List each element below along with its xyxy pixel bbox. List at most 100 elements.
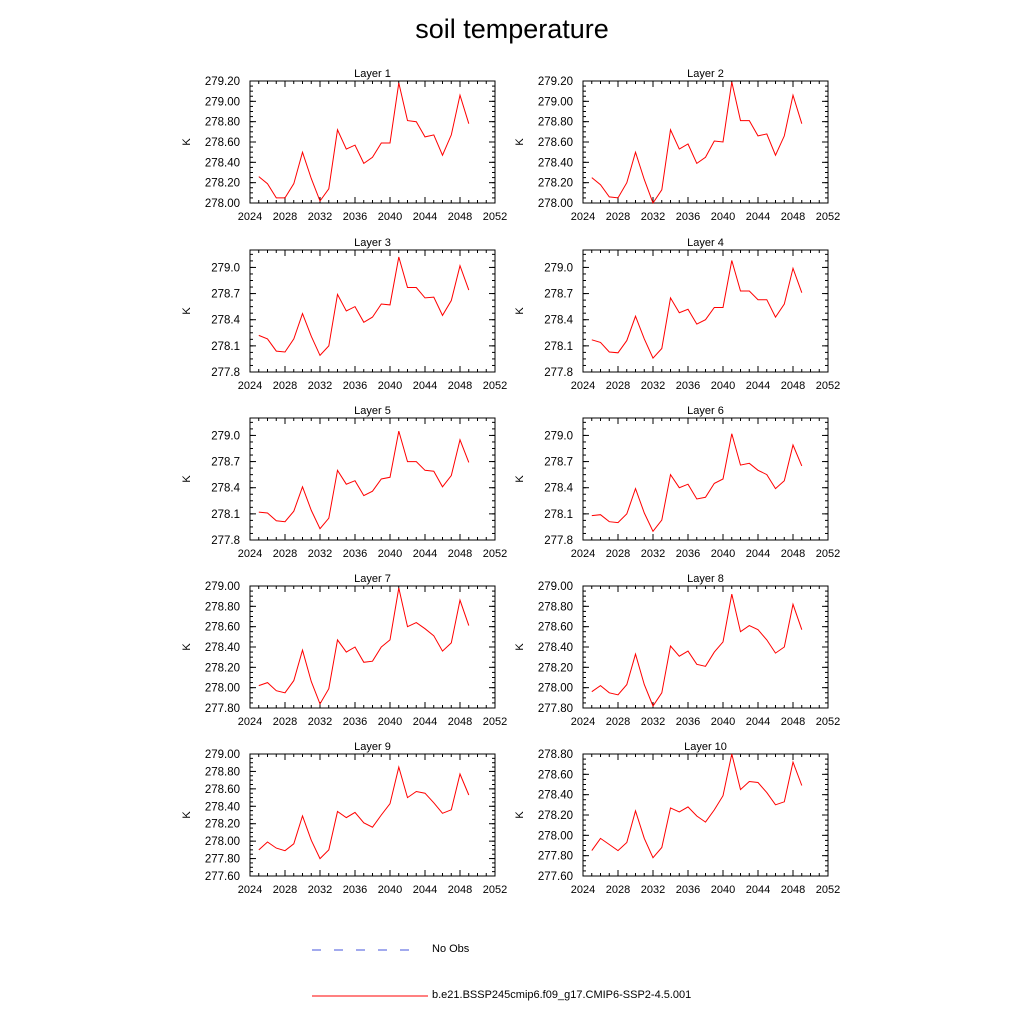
x-tick-label: 2044	[413, 716, 437, 728]
x-tick-label: 2044	[746, 211, 770, 223]
plot-frame	[582, 585, 829, 709]
y-tick-label: 278.40	[538, 642, 573, 654]
x-tick-label: 2044	[746, 548, 770, 560]
panel-5: Layer 5 K 2024 2028 2032 2036 2040 2044 2048 2052…	[181, 405, 507, 560]
x-tick-label: 2040	[378, 884, 402, 896]
x-tick-label: 2052	[483, 548, 507, 560]
y-tick-label: 277.8	[544, 535, 573, 547]
x-tick-label: 2028	[273, 380, 297, 392]
panel-10: Layer 10 K 2024 2028 2032 2036 2040 2044 2048 205…	[514, 741, 840, 896]
legend-label: b.e21.BSSP245cmip6.f09_g17.CMIP6-SSP2-4.…	[432, 989, 692, 1001]
y-axis-label: K	[514, 475, 526, 483]
y-tick-label: 278.80	[538, 117, 573, 129]
x-tick-label: 2032	[641, 548, 665, 560]
y-axis-label: K	[514, 307, 526, 315]
y-tick-label: 277.60	[538, 871, 573, 883]
y-axis-label: K	[181, 811, 193, 819]
panel-title: Layer 10	[684, 741, 727, 753]
y-tick-label: 279.00	[205, 749, 240, 761]
x-tick-label: 2032	[308, 884, 332, 896]
y-axis-label: K	[181, 138, 193, 146]
y-tick-label: 279.0	[211, 430, 240, 442]
y-tick-label: 277.80	[205, 854, 240, 866]
y-tick-label: 278.60	[538, 622, 573, 634]
plot-frame	[249, 249, 496, 373]
panel-6: Layer 6 K 2024 2028 2032 2036 2040 2044 2048 2052…	[514, 405, 840, 560]
y-tick-label: 277.8	[544, 367, 573, 379]
y-tick-label: 278.60	[205, 137, 240, 149]
y-tick-label: 278.1	[211, 341, 240, 353]
y-tick-label: 278.80	[205, 601, 240, 613]
y-tick-label: 278.40	[205, 642, 240, 654]
panel-4: Layer 4 K 2024 2028 2032 2036 2040 2044 2048 2052…	[514, 237, 840, 392]
x-tick-label: 2044	[413, 884, 437, 896]
y-axis-label: K	[181, 475, 193, 483]
x-tick-label: 2036	[676, 716, 700, 728]
x-tick-label: 2036	[676, 884, 700, 896]
panel-title: Layer 6	[687, 405, 724, 417]
x-tick-label: 2048	[448, 548, 472, 560]
x-tick-label: 2044	[746, 716, 770, 728]
x-tick-label: 2028	[273, 716, 297, 728]
series-line	[258, 256, 470, 357]
series-line	[591, 593, 803, 708]
y-axis-label: K	[514, 643, 526, 651]
series-line	[591, 81, 803, 205]
x-tick-label: 2052	[483, 380, 507, 392]
x-tick-label: 2028	[273, 548, 297, 560]
y-tick-label: 278.1	[211, 509, 240, 521]
x-tick-label: 2052	[483, 211, 507, 223]
x-tick-label: 2032	[641, 884, 665, 896]
y-axis-label: K	[181, 307, 193, 315]
x-tick-label: 2036	[676, 211, 700, 223]
panel-8: Layer 8 K 2024 2028 2032 2036 2040 2044 2048 2052…	[514, 573, 840, 728]
x-tick-label: 2048	[781, 548, 805, 560]
x-tick-label: 2024	[571, 884, 595, 896]
panel-9: Layer 9 K 2024 2028 2032 2036 2040 2044 2048 2052…	[181, 741, 507, 896]
y-tick-label: 278.1	[544, 509, 573, 521]
x-tick-label: 2040	[378, 211, 402, 223]
page-title: soil temperature	[415, 14, 609, 44]
panel-title: Layer 4	[687, 237, 724, 249]
x-tick-label: 2024	[238, 884, 262, 896]
y-tick-label: 278.40	[205, 157, 240, 169]
y-axis-label: K	[514, 138, 526, 146]
y-tick-label: 278.20	[538, 662, 573, 674]
y-tick-label: 279.0	[211, 262, 240, 274]
y-tick-label: 278.00	[538, 830, 573, 842]
plot-frame	[249, 417, 496, 541]
x-tick-label: 2036	[343, 884, 367, 896]
panel-2: Layer 2 K 2024 2028 2032 2036 2040 2044 2048 2052…	[514, 68, 840, 223]
y-tick-label: 279.0	[544, 430, 573, 442]
legend-swatch-dashed	[312, 949, 420, 951]
x-tick-label: 2028	[606, 884, 630, 896]
x-tick-label: 2048	[448, 211, 472, 223]
y-tick-label: 278.20	[205, 178, 240, 190]
x-tick-label: 2024	[238, 716, 262, 728]
y-tick-label: 279.00	[205, 96, 240, 108]
series-line	[591, 433, 803, 533]
x-tick-label: 2032	[641, 380, 665, 392]
x-tick-label: 2052	[816, 884, 840, 896]
x-tick-label: 2032	[308, 380, 332, 392]
panel-title: Layer 1	[354, 68, 391, 80]
legend-label: No Obs	[432, 943, 470, 955]
y-tick-label: 278.00	[538, 683, 573, 695]
y-tick-label: 279.20	[205, 76, 240, 88]
plot-frame	[249, 753, 496, 877]
y-tick-label: 277.60	[205, 871, 240, 883]
x-tick-label: 2036	[343, 716, 367, 728]
x-tick-label: 2044	[746, 380, 770, 392]
x-tick-label: 2048	[448, 716, 472, 728]
x-tick-label: 2036	[676, 380, 700, 392]
y-tick-label: 278.00	[205, 683, 240, 695]
x-tick-label: 2044	[413, 548, 437, 560]
y-tick-label: 278.40	[205, 801, 240, 813]
panel-3: Layer 3 K 2024 2028 2032 2036 2040 2044 2048 2052…	[181, 237, 507, 392]
plot-frame	[249, 80, 496, 204]
series-line	[258, 430, 470, 530]
x-tick-label: 2032	[641, 211, 665, 223]
panel-title: Layer 5	[354, 405, 391, 417]
y-tick-label: 278.4	[544, 483, 573, 495]
